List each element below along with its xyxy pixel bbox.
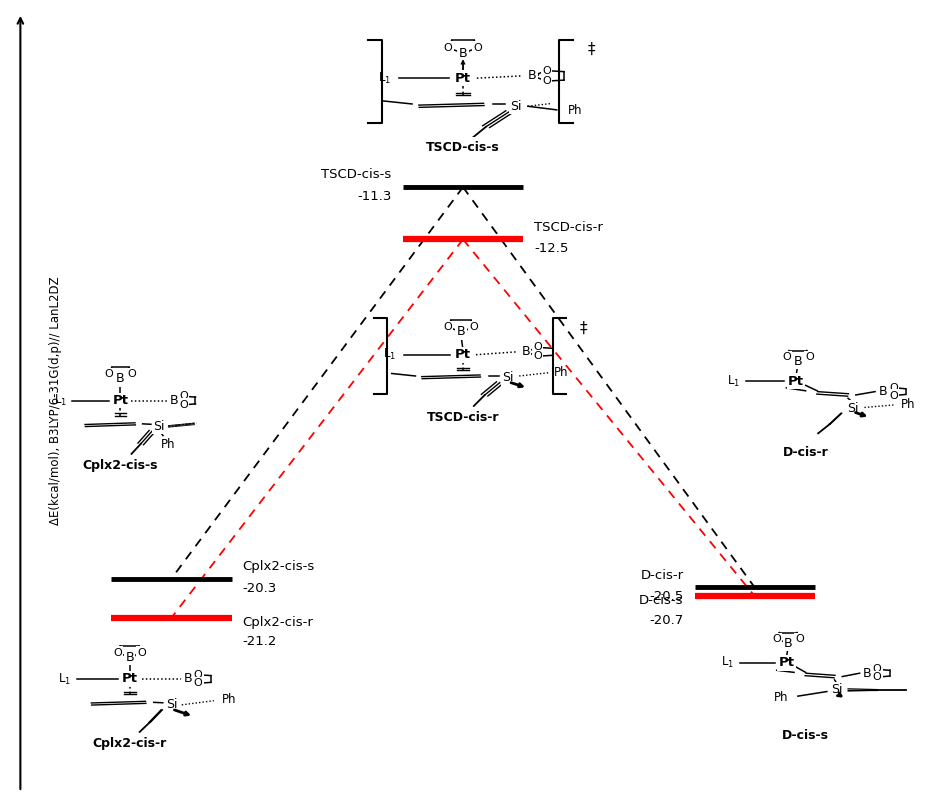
Text: Si: Si <box>847 402 858 415</box>
Text: D-cis-s: D-cis-s <box>639 594 683 607</box>
Text: O: O <box>444 322 452 332</box>
Text: B: B <box>863 667 871 679</box>
Text: L$_1$: L$_1$ <box>378 71 392 85</box>
Text: Cplx2-cis-r: Cplx2-cis-r <box>243 616 314 629</box>
Text: L$_1$: L$_1$ <box>382 347 396 362</box>
Text: Pt: Pt <box>455 349 471 361</box>
Text: Ph: Ph <box>554 366 569 379</box>
Text: Pt: Pt <box>455 72 471 85</box>
Text: ‡: ‡ <box>588 42 595 57</box>
Text: -12.5: -12.5 <box>534 242 569 255</box>
Text: L$_1$: L$_1$ <box>721 655 734 671</box>
Text: L$_1$: L$_1$ <box>727 374 740 389</box>
Text: D-cis-r: D-cis-r <box>782 446 829 459</box>
Text: -11.3: -11.3 <box>357 190 392 203</box>
Text: -20.7: -20.7 <box>649 613 683 626</box>
Text: O: O <box>473 43 482 53</box>
Text: Pt: Pt <box>788 374 804 388</box>
Text: D-cis-s: D-cis-s <box>782 729 829 741</box>
Text: -20.3: -20.3 <box>243 582 277 595</box>
Text: TSCD-cis-r: TSCD-cis-r <box>534 221 603 233</box>
Text: O: O <box>805 352 814 362</box>
Text: B: B <box>183 672 192 686</box>
Text: Si: Si <box>166 699 178 712</box>
Text: Si: Si <box>510 100 522 113</box>
Text: B: B <box>794 355 802 368</box>
Text: B: B <box>116 373 125 386</box>
Text: O: O <box>889 382 897 393</box>
Text: Ph: Ph <box>161 438 176 451</box>
Text: O: O <box>533 351 542 361</box>
Text: ΔE(kcal/mol), B3LYP/6-31G(d,p)// LanL2DZ: ΔE(kcal/mol), B3LYP/6-31G(d,p)// LanL2DZ <box>49 276 62 525</box>
Text: L$_1$: L$_1$ <box>54 393 67 408</box>
Text: B: B <box>521 345 530 358</box>
Text: O: O <box>873 672 882 682</box>
Text: O: O <box>543 76 551 86</box>
Text: B: B <box>879 385 887 398</box>
Text: O: O <box>795 634 804 644</box>
Text: O: O <box>128 369 136 379</box>
Text: Ph: Ph <box>901 398 916 411</box>
Text: O: O <box>782 352 791 362</box>
Text: O: O <box>889 390 897 401</box>
Text: O: O <box>179 391 188 401</box>
Text: O: O <box>533 342 542 353</box>
Text: Ph: Ph <box>569 105 582 118</box>
Text: O: O <box>194 679 203 688</box>
Text: Cplx2-cis-s: Cplx2-cis-s <box>82 459 158 472</box>
Text: TSCD-cis-r: TSCD-cis-r <box>427 411 499 424</box>
Text: TSCD-cis-s: TSCD-cis-s <box>426 141 500 154</box>
Text: O: O <box>873 664 882 675</box>
Text: Pt: Pt <box>121 672 138 686</box>
Text: B: B <box>784 637 793 650</box>
Text: O: O <box>105 369 113 379</box>
Text: Si: Si <box>831 683 843 696</box>
Text: Ph: Ph <box>222 693 236 706</box>
Text: O: O <box>138 647 146 658</box>
Text: O: O <box>772 634 782 644</box>
Text: D-cis-r: D-cis-r <box>640 569 683 582</box>
Text: -20.5: -20.5 <box>649 591 683 604</box>
Text: Si: Si <box>503 371 514 384</box>
Text: Cplx2-cis-r: Cplx2-cis-r <box>93 737 167 750</box>
Text: B: B <box>528 69 537 82</box>
Text: Si: Si <box>154 420 165 433</box>
Text: B: B <box>169 394 179 407</box>
Text: B: B <box>125 650 134 664</box>
Text: Pt: Pt <box>779 656 795 669</box>
Text: B: B <box>457 325 465 338</box>
Text: ‡: ‡ <box>580 320 587 336</box>
Text: O: O <box>179 400 188 410</box>
Text: Ph: Ph <box>774 691 788 704</box>
Text: O: O <box>444 43 453 53</box>
Text: O: O <box>543 66 551 76</box>
Text: TSCD-cis-s: TSCD-cis-s <box>321 168 392 181</box>
Text: Pt: Pt <box>112 394 129 407</box>
Text: Cplx2-cis-s: Cplx2-cis-s <box>243 560 315 573</box>
Text: O: O <box>469 322 479 332</box>
Text: O: O <box>113 647 121 658</box>
Text: O: O <box>194 670 203 679</box>
Text: B: B <box>458 47 468 60</box>
Text: -21.2: -21.2 <box>243 635 277 648</box>
Text: L$_1$: L$_1$ <box>58 671 71 687</box>
